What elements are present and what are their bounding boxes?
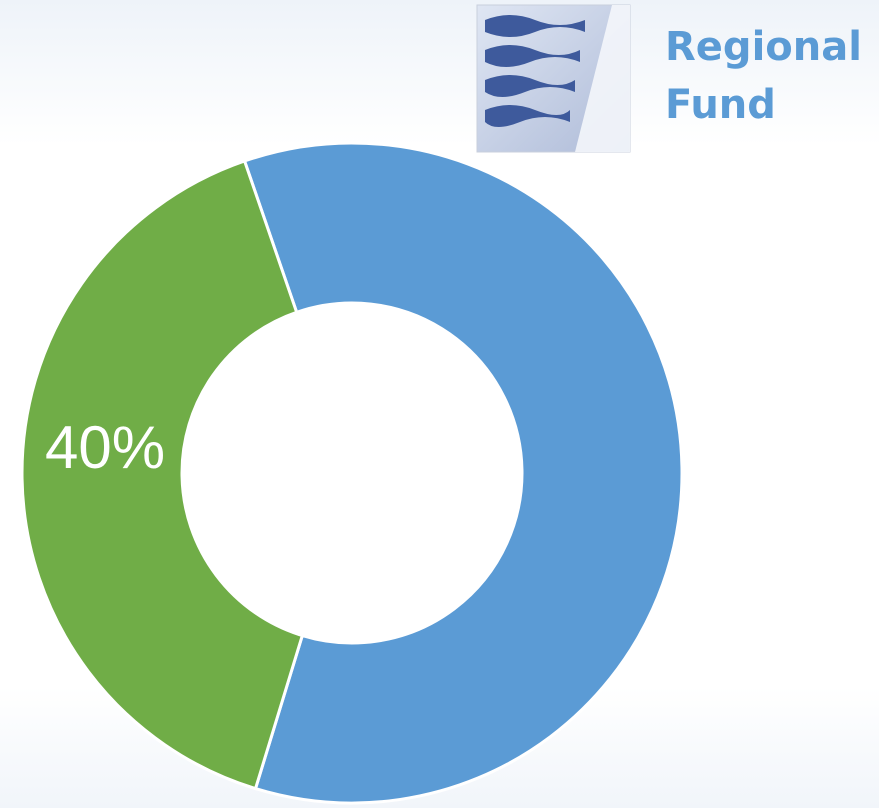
donut-slice	[242, 141, 684, 805]
donut-slice	[20, 159, 305, 791]
logo	[476, 4, 631, 153]
chart-title: Regional Fund	[665, 24, 862, 128]
data-label: 40%	[45, 414, 165, 481]
